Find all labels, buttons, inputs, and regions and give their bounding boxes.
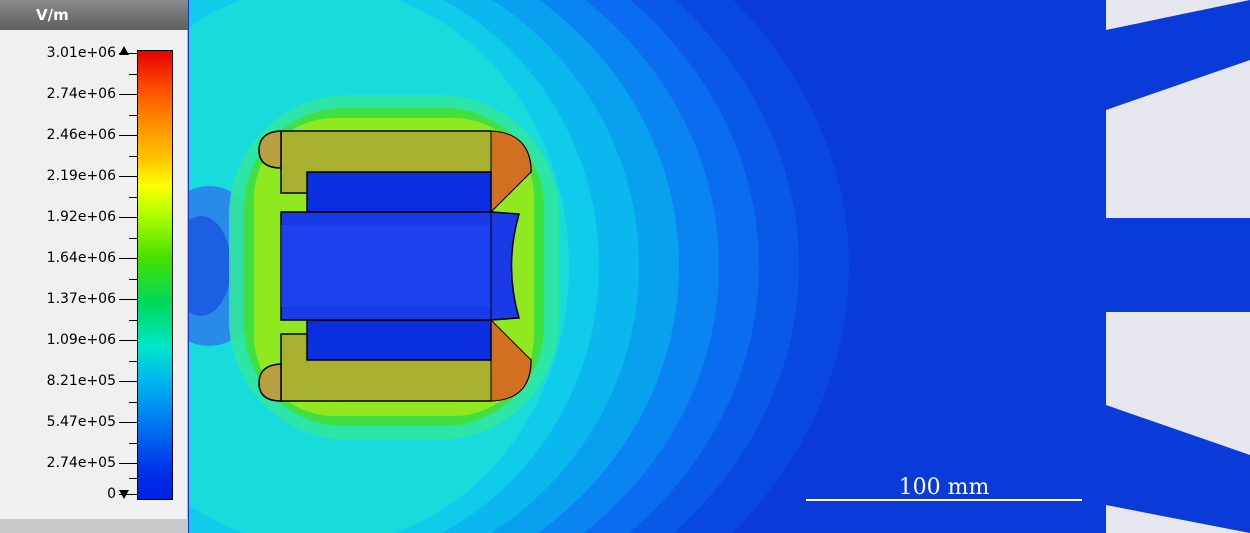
legend-tick — [119, 494, 137, 495]
side-stripe — [1106, 218, 1250, 312]
legend-minor-tick — [129, 320, 137, 321]
side-stripe — [1106, 0, 1250, 110]
field-plot-viewport[interactable] — [189, 0, 1106, 533]
electrode-top-lip — [258, 130, 282, 169]
legend-tick-label: 1.64e+06 — [46, 250, 116, 266]
legend-tick-label: 8.21e+05 — [46, 373, 116, 389]
legend-unit-label: V/m — [36, 6, 69, 24]
colorbar — [137, 50, 173, 500]
side-panel — [1106, 0, 1250, 533]
field-plot — [189, 0, 1106, 533]
legend-tick — [119, 381, 137, 382]
legend-tick-label: 2.19e+06 — [46, 168, 116, 184]
scale-bar-label: 100 mm — [898, 475, 990, 500]
legend-minor-tick — [129, 478, 137, 479]
legend-minor-tick — [129, 115, 137, 116]
legend-tick — [119, 258, 137, 259]
max-arrow-icon — [119, 46, 129, 55]
legend-tick-label: 0 — [107, 486, 116, 502]
legend-minor-tick — [129, 279, 137, 280]
legend-minor-tick — [129, 74, 137, 75]
color-legend-panel: V/m 3.01e+06 2.74e+06 2.46e+06 2.19e+06 … — [0, 0, 188, 533]
legend-tick — [119, 94, 137, 95]
legend-tick-label: 2.74e+06 — [46, 86, 116, 102]
legend-tick-label: 1.37e+06 — [46, 291, 116, 307]
legend-tick — [119, 176, 137, 177]
legend-tick — [119, 53, 137, 54]
field-contour — [189, 216, 231, 316]
electrode-top-hotspot — [490, 130, 532, 214]
scale-bar-line — [806, 499, 1082, 501]
legend-tick — [119, 422, 137, 423]
legend-tick — [119, 340, 137, 341]
legend-tick-label: 1.09e+06 — [46, 332, 116, 348]
side-stripes — [1106, 0, 1250, 533]
electrode-bottom-hotspot — [490, 318, 532, 402]
legend-minor-tick — [129, 238, 137, 239]
legend-minor-tick — [129, 361, 137, 362]
legend-header: V/m — [0, 0, 188, 30]
inner-slot-bottom — [306, 319, 492, 361]
electrode-bottom-lip — [258, 363, 282, 402]
central-cylinder-shade — [281, 225, 491, 307]
legend-tick-label: 1.92e+06 — [46, 209, 116, 225]
legend-tick-label: 3.01e+06 — [46, 45, 116, 61]
legend-tick — [119, 299, 137, 300]
legend-tick-label: 2.46e+06 — [46, 127, 116, 143]
legend-minor-tick — [129, 402, 137, 403]
legend-tick — [119, 135, 137, 136]
legend-tick — [119, 217, 137, 218]
legend-minor-tick — [129, 156, 137, 157]
legend-footer — [0, 519, 188, 533]
legend-tick-label: 5.47e+05 — [46, 414, 116, 430]
legend-minor-tick — [129, 197, 137, 198]
inner-slot-top — [306, 171, 492, 213]
legend-tick-label: 2.74e+05 — [46, 455, 116, 471]
side-stripe — [1106, 405, 1250, 533]
side-stripe — [1106, 90, 1250, 220]
legend-minor-tick — [129, 443, 137, 444]
legend-tick — [119, 463, 137, 464]
